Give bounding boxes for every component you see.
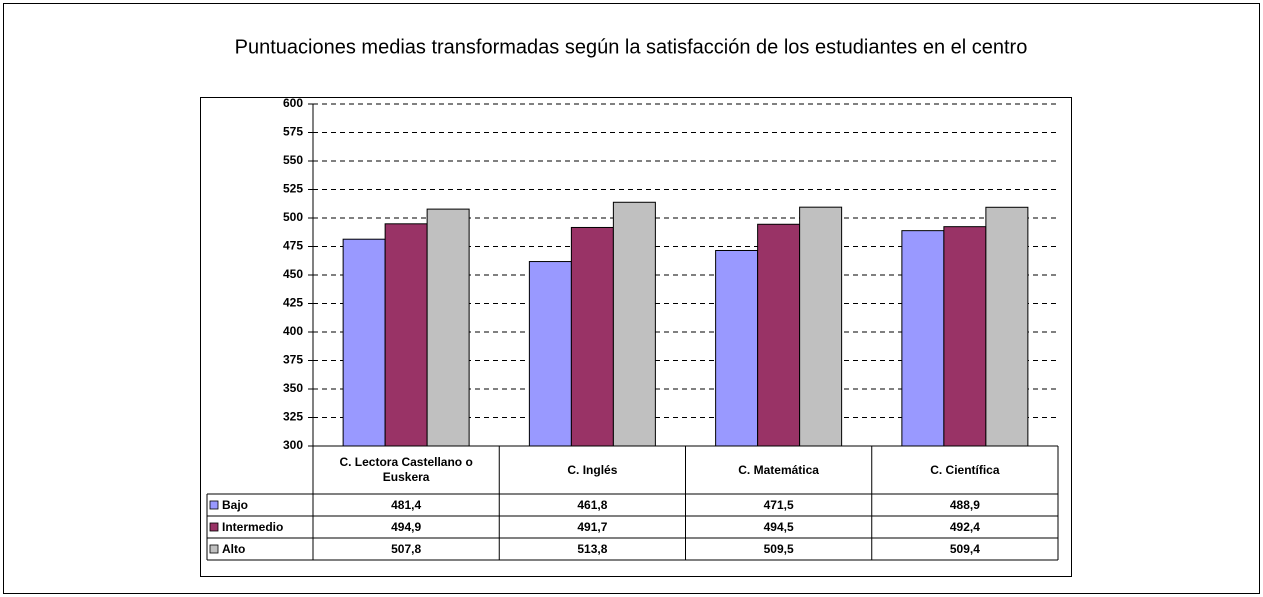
bar bbox=[426, 208, 470, 447]
table-value: 507,8 bbox=[391, 542, 421, 556]
table-value: 494,9 bbox=[391, 520, 421, 534]
legend-swatch bbox=[209, 500, 219, 510]
y-tick-label: 600 bbox=[283, 96, 303, 110]
table-value: 494,5 bbox=[764, 520, 794, 534]
y-tick-label: 475 bbox=[283, 239, 303, 253]
table-value: 509,5 bbox=[764, 542, 794, 556]
y-tick-label: 350 bbox=[283, 381, 303, 395]
y-tick-label: 575 bbox=[283, 125, 303, 139]
legend-swatch bbox=[209, 544, 219, 554]
legend-label: Bajo bbox=[222, 498, 248, 512]
x-category-label: C. Matemática bbox=[738, 462, 819, 477]
x-category-label-box: C. Inglés bbox=[567, 462, 618, 477]
x-category-label-box: C. Lectora Castellano o Euskera bbox=[339, 455, 473, 484]
y-tick-label: 550 bbox=[283, 153, 303, 167]
table-value: 491,7 bbox=[577, 520, 607, 534]
bar bbox=[943, 226, 987, 447]
table-value: 509,4 bbox=[950, 542, 980, 556]
chart-title: Puntuaciones medias transformadas según … bbox=[235, 36, 1028, 58]
x-category-label-box: C. Científica bbox=[930, 462, 1000, 477]
y-tick-label: 300 bbox=[283, 438, 303, 452]
table-value: 513,8 bbox=[577, 542, 607, 556]
table-value: 471,5 bbox=[764, 498, 794, 512]
x-category-label-box: C. Matemática bbox=[738, 462, 819, 477]
x-category-label: C. Científica bbox=[930, 462, 1000, 477]
y-tick-label: 500 bbox=[283, 210, 303, 224]
y-tick-label: 425 bbox=[283, 296, 303, 310]
bar bbox=[342, 238, 386, 447]
bar bbox=[757, 223, 801, 447]
legend-swatch bbox=[209, 522, 219, 532]
table-value: 481,4 bbox=[391, 498, 421, 512]
table-value: 488,9 bbox=[950, 498, 980, 512]
table-value: 461,8 bbox=[577, 498, 607, 512]
bar bbox=[985, 206, 1029, 447]
bar bbox=[799, 206, 843, 447]
bar bbox=[570, 226, 614, 447]
y-tick-label: 450 bbox=[283, 267, 303, 281]
y-tick-label: 400 bbox=[283, 324, 303, 338]
bar bbox=[612, 201, 656, 447]
legend-label: Alto bbox=[222, 542, 245, 556]
bar bbox=[901, 230, 945, 447]
table-value: 492,4 bbox=[950, 520, 980, 534]
bar bbox=[715, 249, 759, 447]
y-tick-label: 325 bbox=[283, 410, 303, 424]
legend-label: Intermedio bbox=[222, 520, 283, 534]
x-category-label: C. Lectora Castellano o Euskera bbox=[339, 455, 473, 484]
x-category-label: C. Inglés bbox=[567, 462, 618, 477]
bar bbox=[528, 261, 572, 447]
y-tick-label: 525 bbox=[283, 182, 303, 196]
bar bbox=[384, 223, 428, 447]
y-tick-label: 375 bbox=[283, 353, 303, 367]
